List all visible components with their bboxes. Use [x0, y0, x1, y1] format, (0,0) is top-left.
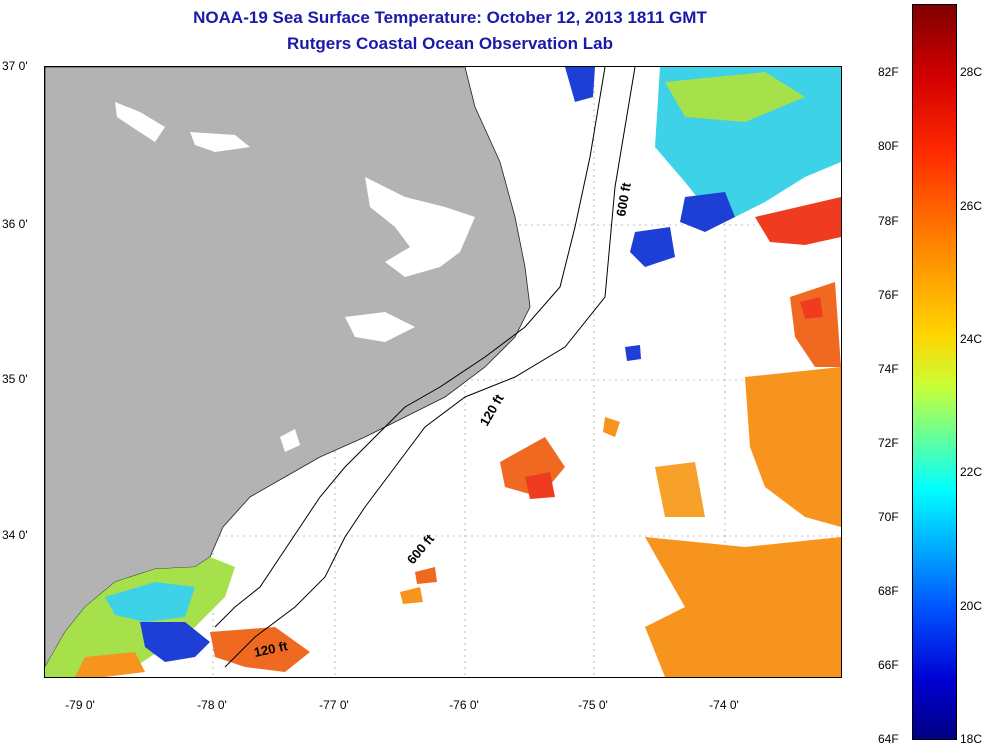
colorbar-f-68: 68F [878, 584, 899, 598]
colorbar-f-64: 64F [878, 732, 899, 746]
contour-label-600ft-south: 600 ft [404, 531, 438, 567]
colorbar-f-76: 76F [878, 288, 899, 302]
contour-label-600ft-north: 600 ft [613, 181, 634, 218]
y-tick-35: 35 0' [2, 372, 28, 386]
land-mass [45, 67, 531, 668]
contour-label-120ft-south: 120 ft [253, 638, 290, 660]
x-tick-77: -77 0' [319, 698, 349, 712]
sst-warm-region [400, 197, 841, 677]
map-subtitle: Rutgers Coastal Ocean Observation Lab [287, 34, 613, 53]
bathymetry-contours [214, 67, 636, 668]
contour-label-120ft-mid: 120 ft [477, 391, 507, 428]
colorbar-f-70: 70F [878, 510, 899, 524]
colorbar-f-80: 80F [878, 139, 899, 153]
colorbar-c-18: 18C [960, 732, 983, 746]
x-tick-79: -79 0' [65, 698, 95, 712]
sst-cool-region [565, 67, 841, 361]
colorbar-f-82: 82F [878, 65, 899, 79]
x-tick-75: -75 0' [578, 698, 608, 712]
sst-map-canvas: 600 ft 120 ft 600 ft 120 ft [45, 67, 841, 677]
colorbar-c-26: 26C [960, 199, 983, 213]
y-tick-34: 34 0' [2, 528, 28, 542]
colorbar-f-74: 74F [878, 362, 899, 376]
x-tick-78: -78 0' [197, 698, 227, 712]
colorbar-f-66: 66F [878, 658, 899, 672]
x-tick-76: -76 0' [449, 698, 479, 712]
y-tick-37: 37 0' [2, 59, 28, 73]
x-tick-74: -74 0' [709, 698, 739, 712]
colorbar-f-72: 72F [878, 436, 899, 450]
inland-waters [115, 102, 475, 452]
sst-south-region [45, 557, 310, 677]
map-title: NOAA-19 Sea Surface Temperature: October… [193, 8, 707, 27]
colorbar-c-24: 24C [960, 332, 983, 346]
temperature-colorbar [912, 4, 957, 740]
colorbar-f-78: 78F [878, 214, 899, 228]
sst-map: 600 ft 120 ft 600 ft 120 ft [44, 66, 842, 678]
colorbar-c-28: 28C [960, 65, 983, 79]
colorbar-c-20: 20C [960, 599, 983, 613]
colorbar-c-22: 22C [960, 465, 983, 479]
y-tick-36: 36 0' [2, 217, 28, 231]
